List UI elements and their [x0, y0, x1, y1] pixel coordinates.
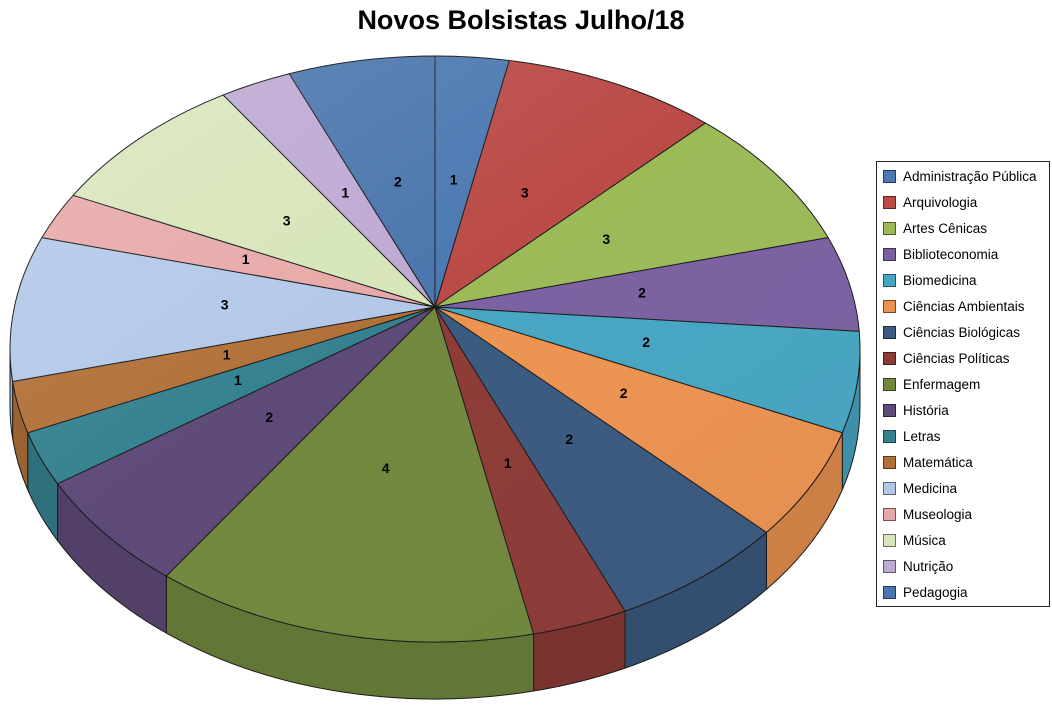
legend-swatch-letras — [883, 429, 896, 443]
slice-value-label: 1 — [223, 347, 231, 363]
legend-item-medicina: Medicina — [877, 475, 1049, 501]
legend-label: Nutrição — [903, 558, 954, 574]
legend-swatch-museologia — [883, 507, 896, 521]
legend-swatch-matematica — [883, 455, 896, 469]
legend-item-biblioteconomia: Biblioteconomia — [877, 241, 1049, 267]
slice-value-label: 1 — [504, 455, 512, 471]
slice-value-label: 3 — [602, 231, 610, 247]
legend-label: Medicina — [903, 480, 958, 496]
legend-label: Biomedicina — [903, 272, 977, 288]
legend-swatch-artes-cenicas — [883, 221, 896, 235]
legend-box: Administração Pública Arquivologia Artes C… — [876, 161, 1050, 607]
legend-label: Ciências Políticas — [903, 350, 1010, 366]
slice-value-label: 1 — [450, 172, 458, 188]
legend-item-ciencias-biologicas: Ciências Biológicas — [877, 319, 1049, 345]
legend-swatch-medicina — [883, 481, 896, 495]
slice-value-label: 3 — [283, 213, 291, 229]
legend-label: Matemática — [903, 454, 973, 470]
legend-swatch-administracao-publica — [883, 169, 896, 183]
legend-swatch-biomedicina — [883, 273, 896, 287]
legend-swatch-ciencias-ambientais — [883, 299, 896, 313]
legend-label: Museologia — [903, 506, 973, 522]
slice-value-label: 3 — [521, 185, 529, 201]
slice-value-label: 2 — [638, 285, 646, 301]
legend-swatch-historia — [883, 403, 896, 417]
slice-value-label: 1 — [242, 251, 250, 267]
legend-label: História — [903, 402, 949, 418]
legend-label: Ciências Biológicas — [903, 324, 1021, 340]
legend-item-arquivologia: Arquivologia — [877, 189, 1049, 215]
legend-item-letras: Letras — [877, 423, 1049, 449]
legend-label: Pedagogia — [903, 584, 968, 600]
slice-value-label: 2 — [642, 334, 650, 350]
legend-item-nutricao: Nutrição — [877, 553, 1049, 579]
legend-item-enfermagem: Enfermagem — [877, 371, 1049, 397]
chart-title: Novos Bolsistas Julho/18 — [357, 5, 685, 35]
legend-swatch-musica — [883, 533, 896, 547]
legend-swatch-ciencias-politicas — [883, 351, 896, 365]
pie-top-group — [9, 55, 861, 643]
legend-swatch-nutricao — [883, 559, 896, 573]
legend-item-artes-cenicas: Artes Cênicas — [877, 215, 1049, 241]
legend-label: Artes Cênicas — [903, 220, 988, 236]
legend-item-administracao-publica: Administração Pública — [877, 163, 1049, 189]
legend-item-biomedicina: Biomedicina — [877, 267, 1049, 293]
legend-item-museologia: Museologia — [877, 501, 1049, 527]
legend-item-pedagogia: Pedagogia — [877, 579, 1049, 605]
legend-label: Ciências Ambientais — [903, 298, 1025, 314]
legend-label: Letras — [903, 428, 941, 444]
legend-swatch-enfermagem — [883, 377, 896, 391]
slice-value-label: 2 — [620, 385, 628, 401]
legend-item-matematica: Matemática — [877, 449, 1049, 475]
slice-value-label: 2 — [565, 431, 573, 447]
slice-value-label: 2 — [394, 173, 402, 189]
legend-swatch-ciencias-biologicas — [883, 325, 896, 339]
legend-label: Música — [903, 532, 946, 548]
legend-label: Administração Pública — [903, 168, 1037, 184]
legend-swatch-biblioteconomia — [883, 247, 896, 261]
legend-label: Arquivologia — [903, 194, 978, 210]
slice-value-label: 3 — [221, 297, 229, 313]
legend-swatch-pedagogia — [883, 585, 896, 599]
slice-value-label: 2 — [265, 409, 273, 425]
legend-swatch-arquivologia — [883, 195, 896, 209]
slice-value-label: 1 — [341, 185, 349, 201]
legend-item-historia: História — [877, 397, 1049, 423]
slice-value-label: 4 — [382, 460, 390, 476]
legend-label: Enfermagem — [903, 376, 981, 392]
legend-label: Biblioteconomia — [903, 246, 999, 262]
legend-item-musica: Música — [877, 527, 1049, 553]
legend-item-ciencias-politicas: Ciências Políticas — [877, 345, 1049, 371]
legend-item-ciencias-ambientais: Ciências Ambientais — [877, 293, 1049, 319]
slice-value-label: 1 — [234, 372, 242, 388]
